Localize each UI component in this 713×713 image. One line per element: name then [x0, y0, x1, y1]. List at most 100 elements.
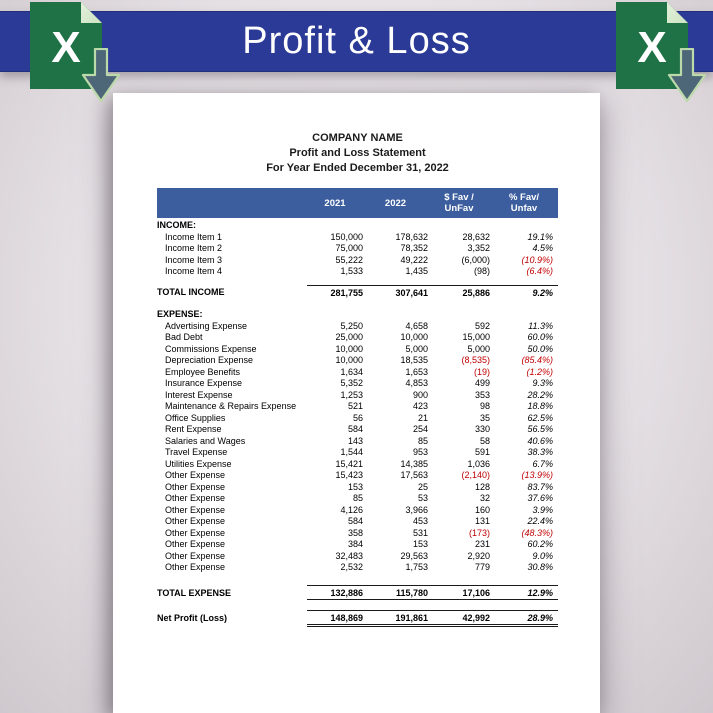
value-fav: (173) [468, 527, 490, 538]
total-expense-row: TOTAL EXPENSE 132,886 115,780 17,106 12.… [157, 585, 558, 600]
value-2021: 56 [352, 412, 363, 423]
value-2022: 10,000 [400, 332, 428, 343]
row-label: Advertising Expense [165, 320, 248, 331]
expense-table-row: Other Expense 384 153 231 60.2% [157, 539, 558, 551]
total-income-label: TOTAL INCOME [157, 287, 225, 298]
value-2021: 4,126 [340, 504, 363, 515]
value-2022: 5,000 [405, 343, 428, 354]
value-pct: 22.4% [527, 516, 553, 527]
value-pct: 9.3% [532, 378, 553, 389]
value-2022: 531 [412, 527, 428, 538]
value-pct: 6.7% [532, 458, 553, 469]
col-header-2022: 2022 [363, 188, 428, 218]
value-2022: 17,563 [400, 470, 428, 481]
value-pct: (1.2%) [526, 366, 553, 377]
row-label: Income Item 1 [165, 231, 223, 242]
value-pct: 9.0% [532, 550, 553, 561]
value-2021: 358 [347, 527, 363, 538]
expense-table-row: Office Supplies 56 21 35 62.5% [157, 412, 558, 424]
income-table-row: Income Item 1 150,000 178,632 28,632 19.… [157, 231, 558, 243]
excel-download-icon-right[interactable]: X [614, 0, 713, 108]
pnl-table: 2021 2022 $ Fav / UnFav % Fav/ Unfav INC… [157, 188, 558, 627]
expense-section-row: EXPENSE: [157, 307, 558, 320]
value-fav: 160 [474, 504, 490, 515]
income-table-row: Income Item 4 1,533 1,435 (98) (6.4%) [157, 266, 558, 278]
value-fav: 231 [474, 539, 490, 550]
row-label: Other Expense [165, 470, 226, 481]
value-2021: 2,532 [340, 562, 363, 573]
excel-x-letter: X [637, 22, 667, 72]
excel-download-icon-left[interactable]: X [28, 0, 140, 108]
value-2022: 1,435 [405, 266, 428, 277]
col-header-dollar-fav: $ Fav / UnFav [428, 188, 490, 218]
value-fav: 98 [479, 401, 490, 412]
value-fav: 499 [474, 378, 490, 389]
value-2022: 423 [412, 401, 428, 412]
value-2021: 15,421 [335, 458, 363, 469]
value-pct: 11.3% [528, 320, 553, 331]
value-2021: 1,634 [340, 366, 363, 377]
value-fav: 28,632 [462, 231, 490, 242]
value-2022: 25 [417, 481, 428, 492]
row-label: Other Expense [165, 550, 226, 561]
spacer [157, 277, 558, 286]
value-pct: 40.6% [527, 435, 553, 446]
net-profit-row: Net Profit (Loss) 148,869 191,861 42,992… [157, 610, 558, 627]
expense-table-row: Other Expense 85 53 32 37.6% [157, 493, 558, 505]
col-header-pct-fav: % Fav/ Unfav [490, 188, 558, 218]
value-2021: 150,000 [330, 231, 363, 242]
value-fav: 591 [474, 447, 490, 458]
value-fav: 3,352 [467, 243, 490, 254]
value-2021: 1,253 [340, 389, 363, 400]
row-label: Bad Debt [165, 332, 203, 343]
value-2022: 3,966 [405, 504, 428, 515]
value-pct: 4.5% [532, 243, 553, 254]
statement-period: For Year Ended December 31, 2022 [266, 162, 449, 174]
value-2022: 4,658 [405, 320, 428, 331]
row-label: Other Expense [165, 516, 226, 527]
value-2021: 25,000 [335, 332, 363, 343]
value-2022: 178,632 [395, 231, 428, 242]
company-name: COMPANY NAME [312, 132, 403, 144]
value-2021: 15,423 [335, 470, 363, 481]
row-label: Other Expense [165, 481, 226, 492]
expense-table-row: Utilities Expense 15,421 14,385 1,036 6.… [157, 458, 558, 470]
value-2021: 1,544 [340, 447, 363, 458]
file-fold-corner-icon [667, 2, 688, 23]
value-2022: 53 [417, 493, 428, 504]
value-fav: 2,920 [467, 550, 490, 561]
value-2021: 143 [347, 435, 363, 446]
expense-table-row: Other Expense 2,532 1,753 779 30.8% [157, 562, 558, 574]
row-label: Other Expense [165, 527, 226, 538]
expense-table-row: Other Expense 153 25 128 83.7% [157, 481, 558, 493]
value-pct: 28.2% [527, 389, 553, 400]
expense-table-row: Other Expense 358 531 (173) (48.3%) [157, 527, 558, 539]
excel-x-letter: X [51, 22, 81, 72]
expense-table-row: Commissions Expense 10,000 5,000 5,000 5… [157, 343, 558, 355]
value-pct: 3.9% [532, 504, 553, 515]
spacer [157, 573, 558, 586]
row-label: Other Expense [165, 562, 226, 573]
value-pct: (10.9%) [521, 254, 553, 265]
title-banner: Profit & Loss [0, 11, 713, 72]
value-2021: 584 [347, 424, 363, 435]
value-2021: 10,000 [335, 355, 363, 366]
value-pct: 60.2% [527, 539, 553, 550]
value-2022: 18,535 [400, 355, 428, 366]
pnl-document-page: COMPANY NAME Profit and Loss Statement F… [113, 93, 600, 713]
value-pct: 62.5% [527, 412, 553, 423]
row-label: Employee Benefits [165, 366, 241, 377]
row-label: Other Expense [165, 504, 226, 515]
row-label: Interest Expense [165, 389, 233, 400]
value-fav: (98) [473, 266, 490, 277]
value-fav: 35 [479, 412, 490, 423]
value-fav: 330 [474, 424, 490, 435]
total-expense-label: TOTAL EXPENSE [157, 587, 232, 598]
expense-table-row: Other Expense 15,423 17,563 (2,140) (13.… [157, 470, 558, 482]
value-fav: 1,036 [467, 458, 490, 469]
value-fav: 15,000 [462, 332, 490, 343]
expense-table-row: Travel Expense 1,544 953 591 38.3% [157, 447, 558, 459]
value-2021: 1,533 [340, 266, 363, 277]
value-pct: 56.5% [527, 424, 553, 435]
value-fav: 592 [474, 320, 490, 331]
